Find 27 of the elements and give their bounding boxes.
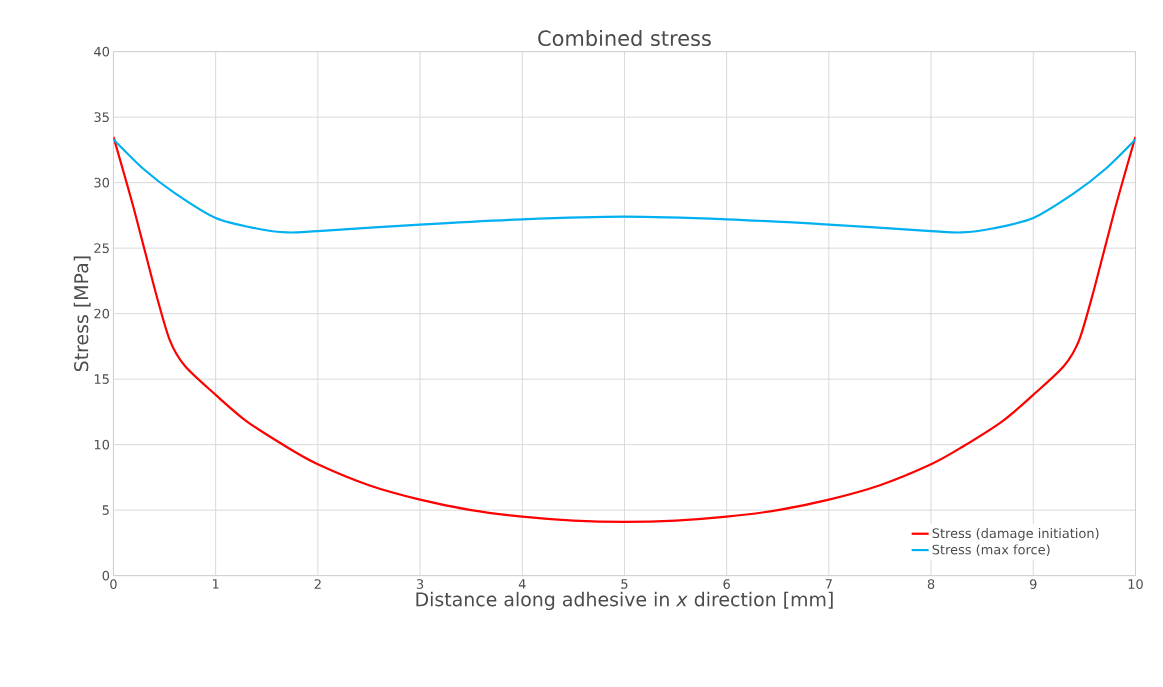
x-tick-label: 4 <box>518 579 526 589</box>
x-tick-label: 9 <box>1029 579 1037 589</box>
x-tick-label: 2 <box>314 579 321 589</box>
x-tick-label: 7 <box>825 579 832 589</box>
y-tick-label: 0 <box>102 570 110 581</box>
y-tick-label: 40 <box>94 46 110 57</box>
x-tick-label: 1 <box>212 579 219 589</box>
line-series <box>113 135 1136 524</box>
y-tick-label: 5 <box>102 505 109 515</box>
y-tick-label: 15 <box>94 374 109 384</box>
x-tick-label: 6 <box>723 579 730 589</box>
line-series <box>113 138 1136 234</box>
y-tick-label: 25 <box>94 243 109 254</box>
y-tick-label: 20 <box>94 308 110 319</box>
y-tick-label: 10 <box>94 439 110 450</box>
x-tick-label: 8 <box>927 579 935 589</box>
x-tick-label: 0 <box>110 579 117 589</box>
y-axis-title: Stress [MPa] <box>73 256 91 372</box>
x-tick-label: 10 <box>1128 579 1143 589</box>
x-axis-title: Distance along adhesive in x direction [mm] <box>416 591 833 611</box>
y-tick-label: 35 <box>94 112 109 123</box>
legend-label: Stress (damage initiation) <box>932 528 1099 541</box>
x-tick-label: 3 <box>416 579 424 589</box>
chart-title: Combined stress <box>538 29 711 47</box>
y-tick-label: 30 <box>94 177 110 188</box>
x-tick-label: 5 <box>621 579 628 589</box>
legend-label: Stress (max force) <box>932 544 1050 556</box>
